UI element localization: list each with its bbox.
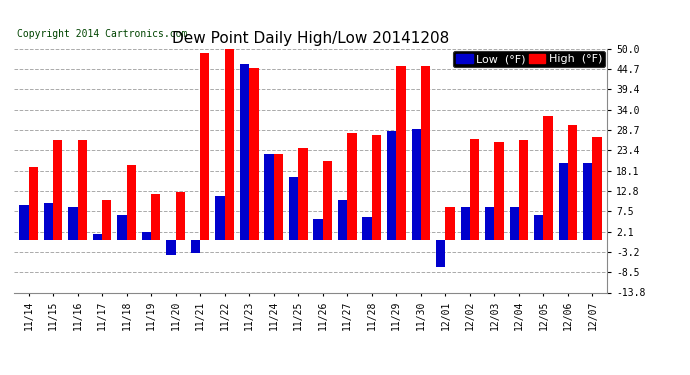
Bar [519, 141, 529, 240]
Bar [372, 135, 381, 240]
Bar [264, 154, 274, 240]
Bar [191, 240, 200, 253]
Bar [583, 164, 593, 240]
Bar [323, 162, 332, 240]
Bar [215, 196, 225, 240]
Bar [568, 125, 578, 240]
Bar [347, 133, 357, 240]
Title: Dew Point Daily High/Low 20141208: Dew Point Daily High/Low 20141208 [172, 31, 449, 46]
Bar [387, 131, 396, 240]
Bar [77, 141, 87, 240]
Legend: Low  (°F), High  (°F): Low (°F), High (°F) [453, 51, 605, 67]
Bar [460, 207, 470, 240]
Bar [485, 207, 495, 240]
Bar [28, 167, 38, 240]
Bar [126, 165, 136, 240]
Bar [68, 207, 77, 240]
Bar [313, 219, 323, 240]
Bar [396, 66, 406, 240]
Bar [19, 206, 28, 240]
Bar [117, 215, 126, 240]
Bar [249, 68, 259, 240]
Bar [495, 142, 504, 240]
Bar [92, 234, 102, 240]
Bar [411, 129, 421, 240]
Bar [362, 217, 372, 240]
Bar [176, 192, 185, 240]
Bar [470, 138, 479, 240]
Bar [151, 194, 161, 240]
Bar [421, 66, 430, 240]
Bar [510, 207, 519, 240]
Bar [53, 141, 62, 240]
Bar [445, 207, 455, 240]
Bar [43, 204, 53, 240]
Bar [436, 240, 445, 267]
Bar [240, 64, 249, 240]
Bar [225, 45, 234, 240]
Bar [298, 148, 308, 240]
Bar [102, 200, 111, 240]
Bar [544, 116, 553, 240]
Bar [534, 215, 544, 240]
Bar [200, 53, 210, 240]
Text: Copyright 2014 Cartronics.com: Copyright 2014 Cartronics.com [17, 29, 187, 39]
Bar [338, 200, 347, 240]
Bar [593, 136, 602, 240]
Bar [559, 164, 568, 240]
Bar [289, 177, 298, 240]
Bar [142, 232, 151, 240]
Bar [274, 154, 283, 240]
Bar [166, 240, 176, 255]
